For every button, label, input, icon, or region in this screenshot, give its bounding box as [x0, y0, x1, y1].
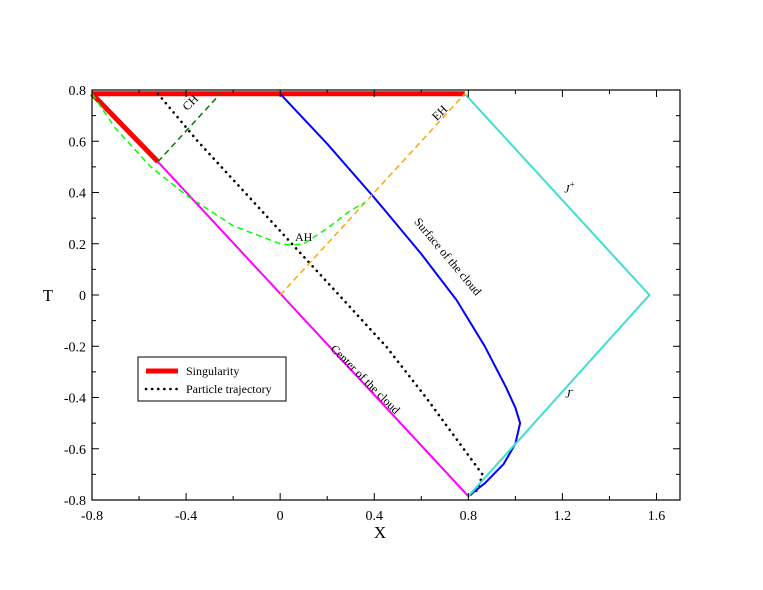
singularity-line-1: [90, 92, 160, 164]
legend-label-particle-trajectory: Particle trajectory: [186, 382, 272, 396]
y-tick-label: 0.8: [69, 84, 87, 99]
y-tick-label: 0.2: [69, 238, 87, 253]
x-tick-label: 0: [277, 509, 284, 524]
plot-frame: [91, 89, 681, 501]
y-tick-label: 0.4: [69, 187, 87, 202]
legend-label-singularity: Singularity: [186, 364, 239, 378]
annotation-eh: EH: [429, 102, 450, 123]
x-tick-label: -0.4: [175, 509, 197, 524]
x-tick-label: 0.4: [365, 509, 383, 524]
annotation-j-minus: J-: [565, 385, 573, 401]
particle-trajectory-line: [156, 92, 484, 498]
x-axis-title: X: [374, 523, 386, 542]
series-5-line: [279, 93, 466, 296]
y-tick-label: -0.4: [64, 392, 86, 407]
y-tick-label: 0: [79, 289, 86, 304]
annotation-ah: AH: [295, 230, 313, 244]
series-layer: [90, 91, 651, 498]
y-tick-label: -0.2: [64, 340, 86, 355]
series-4-line: [464, 93, 651, 497]
y-tick-label: -0.8: [64, 494, 86, 509]
y-axis-title: T: [43, 286, 54, 305]
annotation-j-plus: J+: [564, 180, 574, 196]
legend-box: [137, 356, 287, 402]
legend: Singularity Particle trajectory: [137, 356, 287, 402]
y-tick-label: 0.6: [69, 135, 87, 150]
y-tick-label: -0.6: [64, 443, 86, 458]
x-tick-label: 0.8: [460, 509, 478, 524]
series-3-line: [157, 161, 470, 497]
x-tick-label: 1.6: [648, 509, 666, 524]
series-6-line: [91, 93, 366, 246]
ticks-layer: -0.8 -0.4 0 0.4 0.8 1.2 1.6 -0.8 -0.6 -0.4 -0.2 0 0.…: [64, 84, 680, 524]
series-7-line: [157, 93, 221, 163]
series-2-line: [279, 93, 522, 497]
x-tick-label: 1.2: [554, 509, 572, 524]
x-tick-label: -0.8: [81, 509, 103, 524]
